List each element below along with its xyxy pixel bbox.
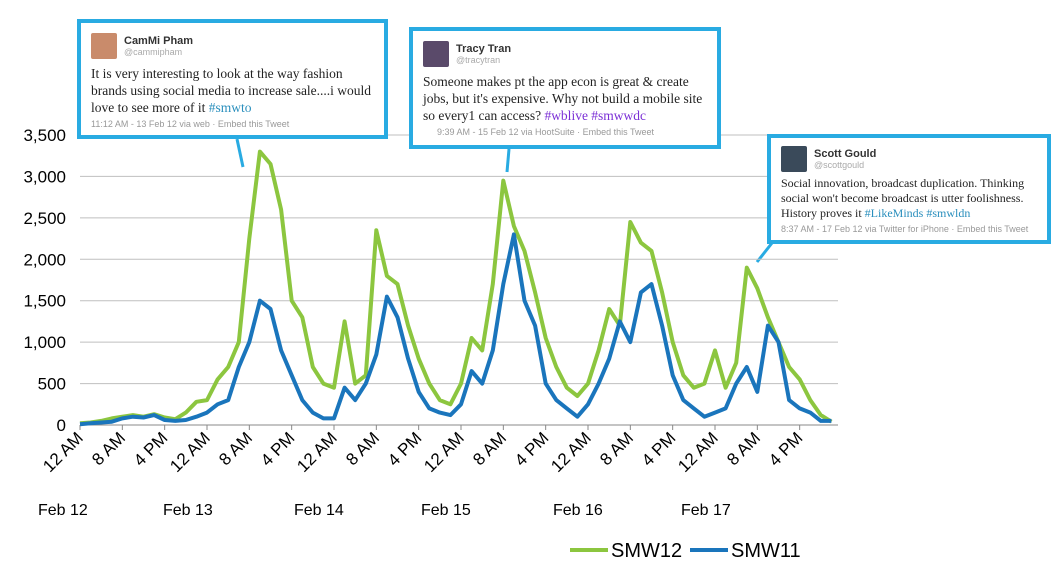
- x-tick-label: 12 AM: [293, 428, 341, 476]
- tweet-body: It is very interesting to look at the wa…: [91, 65, 374, 116]
- x-tick-label: 4 PM: [257, 428, 298, 469]
- tweet-card: CamMi Pham @cammipham It is very interest…: [77, 19, 388, 139]
- y-tick-label: 1,000: [23, 333, 66, 352]
- x-tick-label: 12 AM: [39, 428, 87, 476]
- avatar: [91, 33, 117, 59]
- callout-pointer: [235, 138, 245, 168]
- tweet-body: Someone makes pt the app econ is great &…: [423, 73, 707, 124]
- tweet-handle: @scottgould: [814, 160, 865, 170]
- x-tick-label: 4 PM: [638, 428, 679, 469]
- x-tick-label: 8 AM: [723, 428, 764, 469]
- x-tick-label: 4 PM: [130, 428, 171, 469]
- x-tick-label: 12 AM: [547, 428, 595, 476]
- avatar: [423, 41, 449, 67]
- day-label: Feb 14: [294, 502, 344, 519]
- legend-label: SMW12: [611, 540, 682, 562]
- tweet-name: Tracy Tran: [456, 43, 512, 55]
- series-line: [79, 232, 832, 427]
- y-tick-label: 1,500: [23, 292, 66, 311]
- tweet-meta: 9:39 AM - 15 Feb 12 via HootSuite · Embe…: [437, 127, 654, 137]
- x-tick-label: 12 AM: [674, 428, 722, 476]
- tweet-text: It is very interesting to look at the wa…: [91, 66, 372, 115]
- day-label: Feb 17: [681, 502, 731, 519]
- x-tick-label: 8 AM: [469, 428, 510, 469]
- tweet-card: Scott Gould @scottgould Social innovation…: [767, 134, 1051, 244]
- tweet-handle: @tracytran: [456, 55, 501, 65]
- tweet-hashtags: #wblive #smwwdc: [544, 108, 647, 123]
- legend-label: SMW11: [731, 540, 801, 562]
- tweet-meta: 8:37 AM - 17 Feb 12 via Twitter for iPho…: [781, 224, 1029, 234]
- tweet-body: Social innovation, broadcast duplication…: [781, 176, 1039, 221]
- tweet-card: Tracy Tran @tracytran Someone makes pt th…: [409, 27, 721, 149]
- tweet-handle: @cammipham: [124, 47, 183, 57]
- tweet-meta: 11:12 AM - 13 Feb 12 via web · Embed thi…: [91, 119, 290, 129]
- y-tick-label: 500: [38, 375, 66, 394]
- y-tick-label: 2,500: [23, 209, 66, 228]
- tweet-text: Someone makes pt the app econ is great &…: [423, 74, 703, 123]
- x-tick-label: 8 AM: [88, 428, 129, 469]
- day-label: Feb 16: [553, 502, 603, 519]
- callout-pointer: [505, 148, 511, 173]
- day-label: Feb 13: [163, 502, 213, 519]
- x-tick-label: 8 AM: [342, 428, 383, 469]
- x-tick-label: 4 PM: [384, 428, 425, 469]
- y-tick-label: 0: [57, 416, 66, 435]
- x-tick-label: 4 PM: [511, 428, 552, 469]
- tweet-name: Scott Gould: [814, 148, 877, 160]
- x-tick-label: 8 AM: [215, 428, 256, 469]
- y-tick-label: 3,500: [23, 126, 66, 145]
- day-label: Feb 12: [38, 502, 88, 519]
- avatar: [781, 146, 807, 172]
- tweet-name: CamMi Pham: [124, 35, 194, 47]
- x-tick-label: 8 AM: [596, 428, 637, 469]
- y-tick-label: 3,000: [23, 167, 66, 186]
- tweet-text: Social innovation, broadcast duplication…: [781, 176, 1025, 220]
- tweet-hashtags: #smwto: [208, 100, 252, 115]
- x-tick-label: 12 AM: [420, 428, 468, 476]
- x-tick-label: 4 PM: [765, 428, 806, 469]
- y-tick-label: 2,000: [23, 250, 66, 269]
- tweet-hashtags: #LikeMinds #smwldn: [864, 206, 971, 220]
- day-label: Feb 15: [421, 502, 471, 519]
- x-tick-label: 12 AM: [166, 428, 214, 476]
- series-line: [79, 149, 833, 426]
